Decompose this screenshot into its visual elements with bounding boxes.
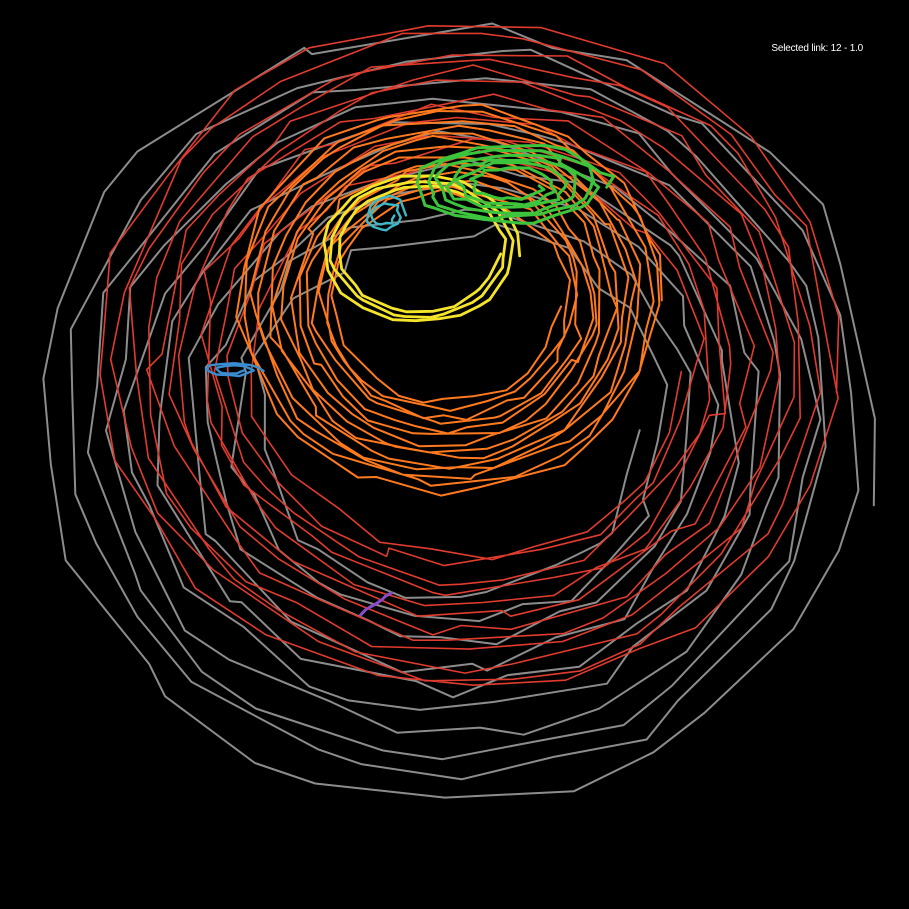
green-trail[interactable] xyxy=(415,144,616,225)
orange-trail[interactable] xyxy=(235,103,663,497)
gray-trail[interactable] xyxy=(42,22,876,799)
red-trail[interactable] xyxy=(99,25,840,686)
cyan-trail[interactable] xyxy=(365,194,408,232)
selected-link-label: Selected link: 12 - 1.0 xyxy=(771,43,863,54)
blue-trail[interactable] xyxy=(204,362,265,378)
purple-trail[interactable] xyxy=(359,591,393,617)
yellow-trail[interactable] xyxy=(322,174,522,323)
